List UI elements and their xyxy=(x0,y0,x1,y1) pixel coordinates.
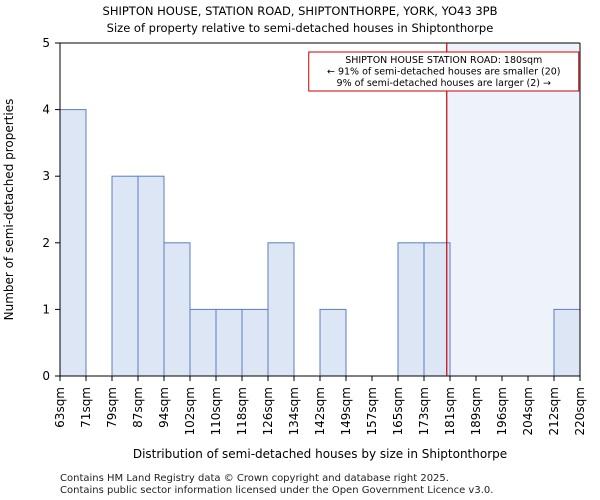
histogram-chart: 0 1 2 3 4 5 63sqm 71sqm 79sqm 87sqm 94sqm 102sqm 110… xyxy=(2,36,587,461)
x-tick-label: 189sqm xyxy=(469,387,483,435)
x-tick-label: 94sqm xyxy=(157,387,171,428)
x-tick-label: 102sqm xyxy=(183,387,197,435)
bar-173sqm xyxy=(423,242,451,377)
y-axis-label: Number of semi-detached properties xyxy=(2,99,16,321)
bar-142sqm xyxy=(319,308,347,377)
x-tick-label: 173sqm xyxy=(417,387,431,435)
annotation-larger: 9% of semi-detached houses are larger (2… xyxy=(337,78,551,89)
bar-87sqm xyxy=(137,175,165,377)
x-tick-label: 181sqm xyxy=(443,387,457,435)
footer-licence: Contains public sector information licen… xyxy=(60,485,494,496)
bar-94sqm xyxy=(163,242,191,377)
chart-subtitle: Size of property relative to semi-detach… xyxy=(106,21,494,35)
chart-title: SHIPTON HOUSE, STATION ROAD, SHIPTONTHOR… xyxy=(102,4,498,18)
bar-165sqm xyxy=(397,242,425,377)
bar-126sqm xyxy=(267,242,295,377)
annotation-layer: SHIPTON HOUSE STATION ROAD: 180sqm← 91% … xyxy=(308,43,580,376)
annotation-box xyxy=(308,51,580,92)
x-tick-label: 220sqm xyxy=(573,387,587,435)
x-tick-label: 118sqm xyxy=(235,387,249,435)
x-tick-label: 142sqm xyxy=(313,387,327,435)
x-tick-label: 79sqm xyxy=(105,387,119,428)
x-tick-label: 165sqm xyxy=(391,387,405,435)
bar-79sqm xyxy=(111,175,139,377)
x-tick-label: 134sqm xyxy=(287,387,301,435)
x-tick-label: 110sqm xyxy=(209,387,223,435)
y-tick-label: 4 xyxy=(42,103,50,117)
x-tick-label: 126sqm xyxy=(261,387,275,435)
bars-layer xyxy=(59,43,581,377)
y-tick-label: 1 xyxy=(42,302,50,316)
x-tick-label: 204sqm xyxy=(521,387,535,435)
y-tick-label: 0 xyxy=(42,369,50,383)
annotation-smaller: ← 91% of semi-detached houses are smalle… xyxy=(327,67,561,78)
bar-118sqm xyxy=(241,308,269,377)
y-tick-label: 2 xyxy=(42,236,50,250)
x-tick-label: 87sqm xyxy=(131,387,145,428)
footer-copyright: Contains HM Land Registry data © Crown c… xyxy=(60,473,449,484)
x-tick-label: 212sqm xyxy=(547,387,561,435)
bar-102sqm xyxy=(189,308,217,377)
x-tick-label: 157sqm xyxy=(365,387,379,435)
bar-63sqm xyxy=(59,109,87,377)
x-tick-label: 63sqm xyxy=(53,387,67,428)
x-axis-label: Distribution of semi-detached houses by … xyxy=(133,447,507,461)
bar-212sqm xyxy=(553,308,581,377)
x-tick-label: 196sqm xyxy=(495,387,509,435)
x-tick-label: 71sqm xyxy=(79,387,93,428)
bar-110sqm xyxy=(215,308,243,377)
y-tick-label: 5 xyxy=(42,36,50,50)
annotation-title: SHIPTON HOUSE STATION ROAD: 180sqm xyxy=(345,55,542,66)
y-tick-label: 3 xyxy=(42,169,50,183)
x-tick-label: 149sqm xyxy=(339,387,353,435)
axis-layer: 0 1 2 3 4 5 63sqm 71sqm 79sqm 87sqm 94sqm 102sqm 110… xyxy=(2,36,587,461)
